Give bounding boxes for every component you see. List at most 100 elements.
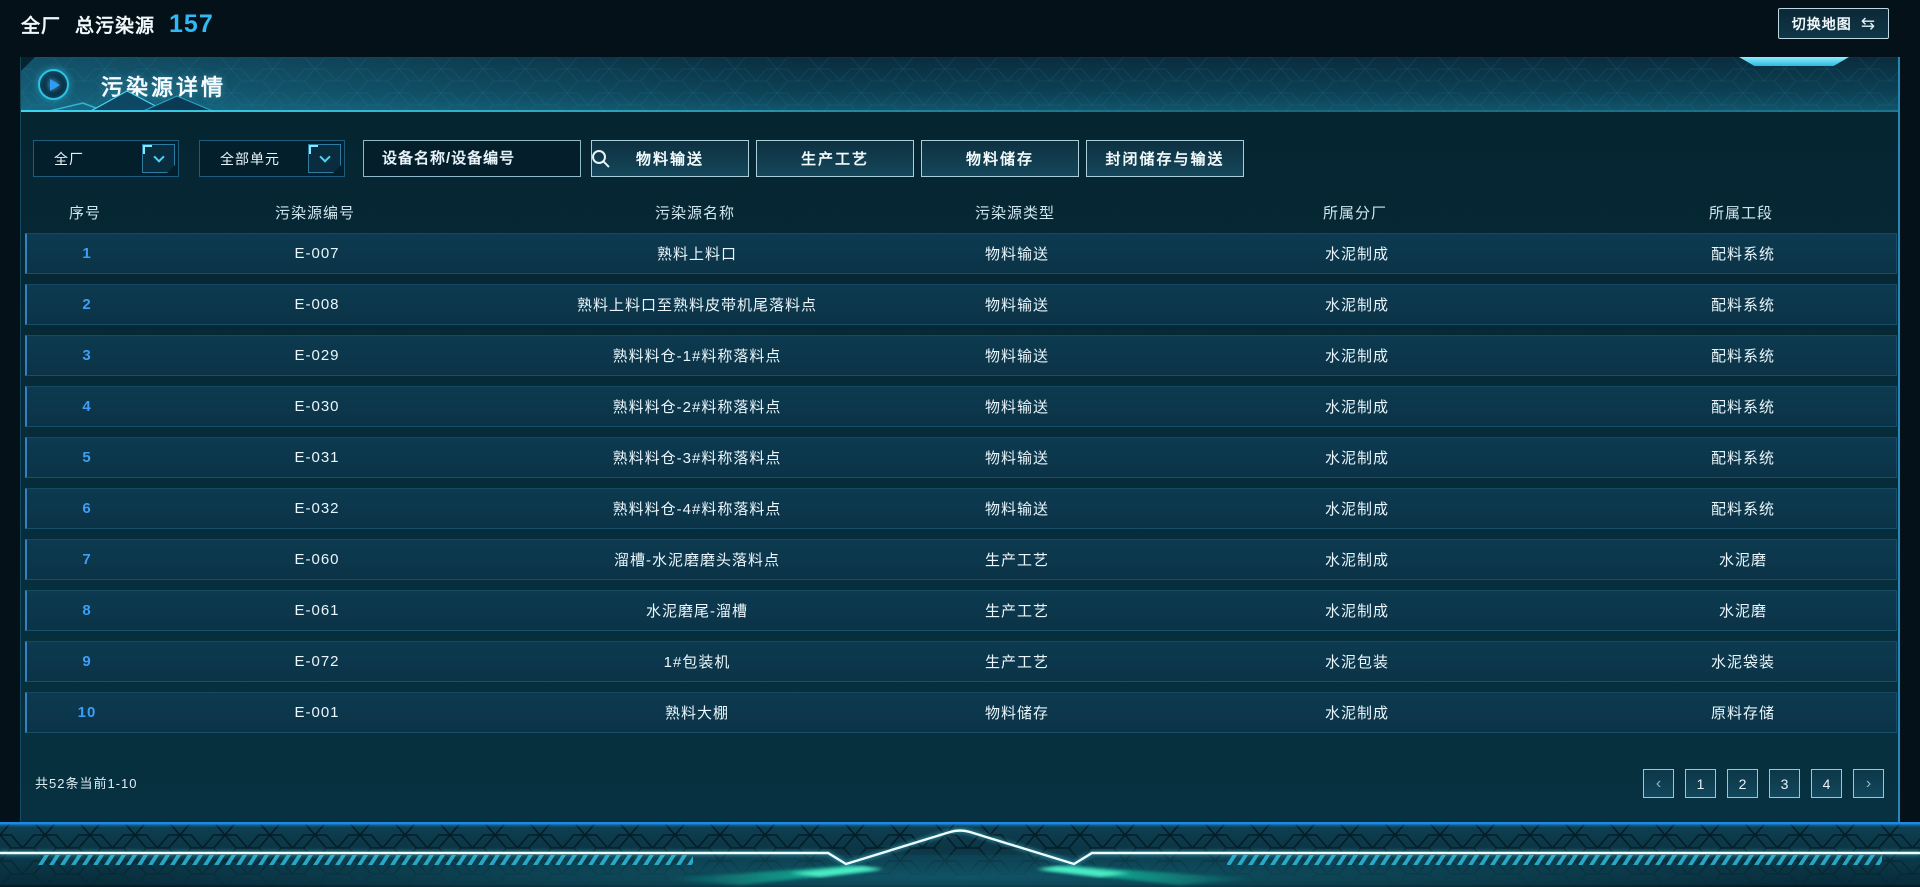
pollution-type-filter-button[interactable]: 物料输送 (591, 140, 749, 177)
hexagon-pattern (21, 57, 1898, 112)
work-section: 配料系统 (1710, 348, 1775, 365)
source-code: E-060 (294, 551, 340, 568)
branch-factory: 水泥制成 (1324, 450, 1389, 467)
switch-map-button[interactable]: 切换地图 ⇆ (1777, 8, 1889, 39)
filter-type-buttons: 物料输送 生产工艺 物料储存 封闭储存与输送 (591, 140, 1251, 177)
branch-factory: 水泥制成 (1324, 348, 1389, 365)
table-row[interactable]: 4 E-030 熟料料仓-2#料称落料点 物料输送 水泥制成 配料系统 (25, 386, 1897, 427)
source-name: 溜槽-水泥磨磨头落料点 (614, 552, 780, 569)
row-index: 7 (82, 551, 92, 568)
table-row[interactable]: 6 E-032 熟料料仓-4#料称落料点 物料输送 水泥制成 配料系统 (25, 488, 1897, 529)
table-row[interactable]: 2 E-008 熟料上料口至熟料皮带机尾落料点 物料输送 水泥制成 配料系统 (25, 284, 1897, 325)
search-icon[interactable] (591, 149, 610, 168)
source-name: 熟料上料口至熟料皮带机尾落料点 (576, 297, 817, 314)
panel-titlebar: 污染源详情 (21, 57, 1898, 112)
source-type: 物料储存 (984, 705, 1049, 722)
prev-page-button[interactable]: ‹ (1643, 769, 1674, 798)
source-code: E-008 (294, 296, 340, 313)
table-row[interactable]: 1 E-007 熟料上料口 物料输送 水泥制成 配料系统 (25, 233, 1897, 274)
source-name: 熟料料仓-1#料称落料点 (612, 348, 782, 365)
work-section: 配料系统 (1710, 399, 1775, 416)
panel-title: 污染源详情 (101, 75, 227, 100)
source-type: 物料输送 (984, 246, 1049, 263)
scope-label: 全厂 (21, 16, 62, 37)
row-index: 5 (82, 449, 92, 466)
source-code: E-001 (294, 704, 340, 721)
source-code: E-029 (294, 347, 340, 364)
table-row[interactable]: 10 E-001 熟料大棚 物料储存 水泥制成 原料存储 (25, 692, 1897, 733)
row-index: 3 (82, 347, 92, 364)
footer-decoration (0, 822, 1920, 887)
work-section: 配料系统 (1710, 297, 1775, 314)
work-section: 水泥袋装 (1710, 654, 1775, 671)
chevron-down-icon (308, 144, 341, 173)
source-name: 熟料料仓-3#料称落料点 (612, 450, 782, 467)
branch-factory: 水泥制成 (1324, 705, 1389, 722)
search-input[interactable] (364, 141, 591, 176)
row-index: 9 (82, 653, 92, 670)
table-header: 序号 污染源编号 污染源名称 污染源类型 所属分厂 所属工段 (25, 202, 1897, 223)
page-number-button[interactable]: 1 (1685, 769, 1716, 798)
total-pollution-label: 总污染源 (75, 16, 156, 37)
work-section: 配料系统 (1710, 450, 1775, 467)
source-code: E-007 (294, 245, 340, 262)
branch-factory: 水泥包装 (1324, 654, 1389, 671)
table-row[interactable]: 5 E-031 熟料料仓-3#料称落料点 物料输送 水泥制成 配料系统 (25, 437, 1897, 478)
pollution-type-filter-button[interactable]: 封闭储存与输送 (1086, 140, 1244, 177)
source-type: 物料输送 (984, 399, 1049, 416)
table-body: 1 E-007 熟料上料口 物料输送 水泥制成 配料系统 2 E-008 熟料上… (25, 233, 1897, 743)
table-row[interactable]: 9 E-072 1#包装机 生产工艺 水泥包装 水泥袋装 (25, 641, 1897, 682)
total-pollution-count: 157 (169, 10, 214, 38)
source-name: 1#包装机 (663, 654, 731, 671)
factory-dropdown[interactable]: 全厂 (33, 140, 179, 177)
source-type: 物料输送 (984, 297, 1049, 314)
titlebar-trapezoid-accent (1739, 57, 1849, 66)
branch-factory: 水泥制成 (1324, 246, 1389, 263)
source-type: 生产工艺 (984, 603, 1049, 620)
unit-dropdown[interactable]: 全部单元 (199, 140, 345, 177)
work-section: 水泥磨 (1718, 603, 1767, 620)
table-row[interactable]: 8 E-061 水泥磨尾-溜槽 生产工艺 水泥制成 水泥磨 (25, 590, 1897, 631)
branch-factory: 水泥制成 (1324, 297, 1389, 314)
source-type: 物料输送 (984, 348, 1049, 365)
switch-map-label: 切换地图 (1791, 15, 1852, 32)
page-number-button[interactable]: 3 (1769, 769, 1800, 798)
table-row[interactable]: 3 E-029 熟料料仓-1#料称落料点 物料输送 水泥制成 配料系统 (25, 335, 1897, 376)
page-number-button[interactable]: 2 (1727, 769, 1758, 798)
row-index: 10 (77, 704, 97, 721)
source-code: E-030 (294, 398, 340, 415)
row-index: 6 (82, 500, 92, 517)
work-section: 水泥磨 (1718, 552, 1767, 569)
column-header: 所属工段 (1708, 205, 1773, 222)
source-name: 熟料大棚 (664, 705, 729, 722)
source-name: 熟料料仓-4#料称落料点 (612, 501, 782, 518)
unit-dropdown-value: 全部单元 (220, 150, 280, 167)
pollution-type-filter-button[interactable]: 物料储存 (921, 140, 1079, 177)
source-code: E-061 (294, 602, 340, 619)
source-code: E-031 (294, 449, 340, 466)
column-header: 污染源编号 (274, 205, 355, 222)
plant-summary: 全厂 总污染源 157 (21, 10, 214, 39)
work-section: 原料存储 (1710, 705, 1775, 722)
source-type: 物料输送 (984, 501, 1049, 518)
work-section: 配料系统 (1710, 501, 1775, 518)
column-header: 污染源类型 (974, 205, 1055, 222)
pollution-type-filter-button[interactable]: 生产工艺 (756, 140, 914, 177)
next-page-button[interactable]: › (1853, 769, 1884, 798)
factory-dropdown-value: 全厂 (54, 150, 84, 167)
swap-arrows-icon: ⇆ (1860, 14, 1875, 33)
source-name: 水泥磨尾-溜槽 (646, 603, 748, 620)
page-number-button[interactable]: 4 (1811, 769, 1842, 798)
source-name: 熟料上料口 (656, 246, 737, 263)
row-index: 2 (82, 296, 92, 313)
source-type: 物料输送 (984, 450, 1049, 467)
column-header: 序号 (68, 205, 101, 222)
branch-factory: 水泥制成 (1324, 501, 1389, 518)
play-icon (38, 69, 69, 100)
chevron-down-icon (142, 144, 175, 173)
work-section: 配料系统 (1710, 246, 1775, 263)
table-row[interactable]: 7 E-060 溜槽-水泥磨磨头落料点 生产工艺 水泥制成 水泥磨 (25, 539, 1897, 580)
